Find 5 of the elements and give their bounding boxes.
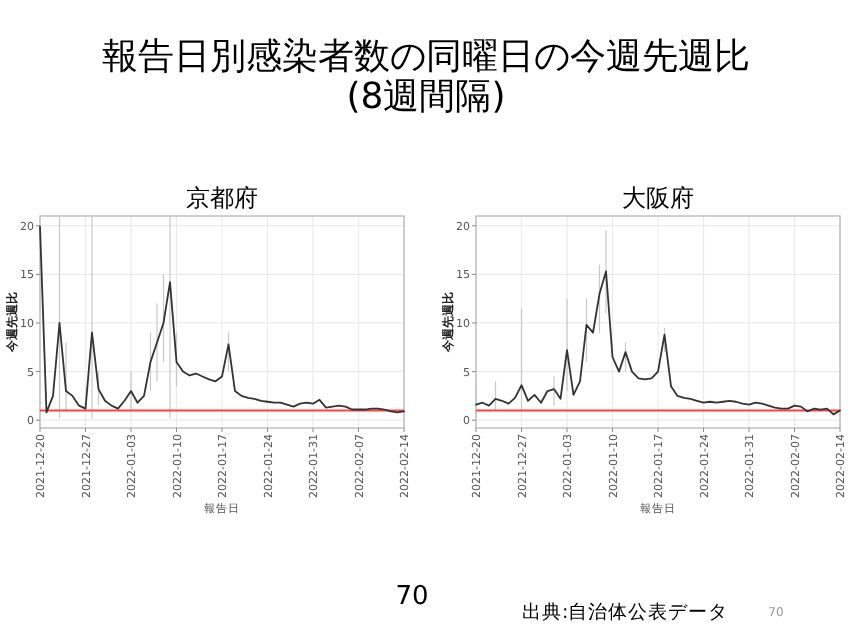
source-note: 出典:自治体公表データ (522, 600, 729, 624)
text: 70 (395, 582, 429, 612)
chart-title: 京都府 (186, 184, 258, 212)
chart-title: 大阪府 (622, 184, 694, 212)
text: 報告日別感染者数の同曜日の今週先週比 (8週間隔) (102, 36, 750, 118)
